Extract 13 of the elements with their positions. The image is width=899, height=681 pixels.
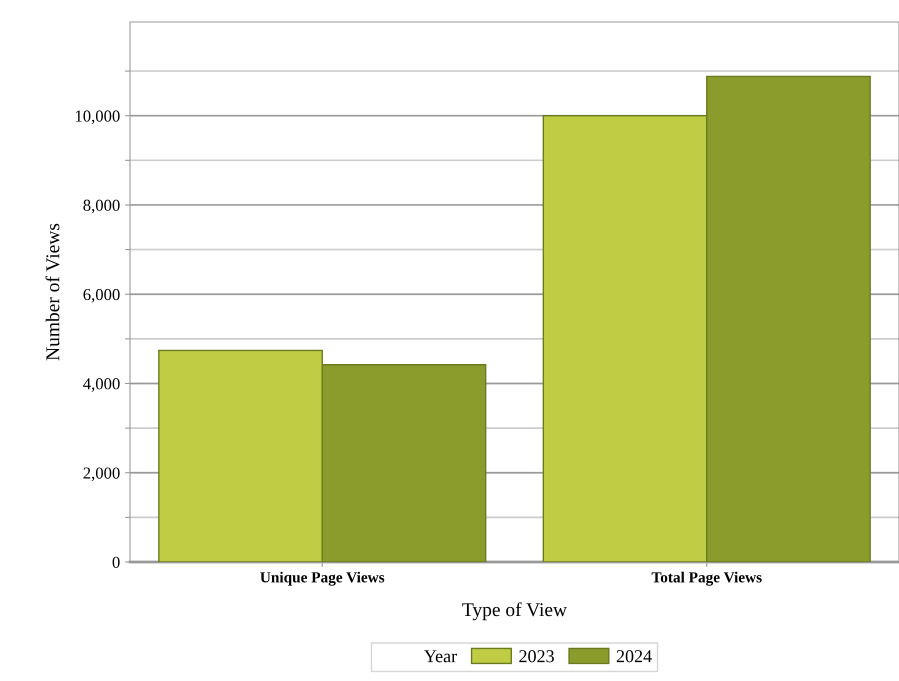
y-tick-label: 10,000 xyxy=(76,110,120,124)
legend-label: 2023 xyxy=(519,650,554,662)
legend-label: 2024 xyxy=(616,650,652,662)
legend-title: Year xyxy=(424,650,457,662)
x-tick-label: Unique Page Views xyxy=(260,572,384,586)
x-axis-title: Type of View xyxy=(462,602,567,620)
y-tick-label: 6,000 xyxy=(83,288,120,303)
y-tick-label: 0 xyxy=(112,556,120,568)
y-tick-label: 4,000 xyxy=(83,378,120,392)
y-axis-title: Number of Views xyxy=(46,224,60,360)
y-tick-label: 8,000 xyxy=(83,200,120,214)
x-tick-label: Total Page Views xyxy=(652,572,762,586)
y-tick-label: 2,000 xyxy=(84,467,120,482)
